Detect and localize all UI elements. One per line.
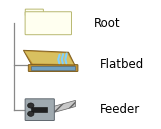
Text: Root: Root (93, 17, 120, 30)
Polygon shape (25, 51, 74, 64)
Circle shape (28, 103, 34, 108)
FancyBboxPatch shape (25, 12, 71, 35)
Text: Feeder: Feeder (100, 103, 140, 116)
Bar (31, 66, 75, 70)
Circle shape (28, 111, 34, 116)
Polygon shape (23, 50, 75, 65)
Polygon shape (53, 100, 76, 113)
Bar (31, 107, 47, 112)
FancyBboxPatch shape (25, 9, 43, 15)
FancyBboxPatch shape (25, 99, 54, 120)
FancyBboxPatch shape (28, 65, 78, 71)
Text: Flatbed: Flatbed (100, 58, 144, 71)
